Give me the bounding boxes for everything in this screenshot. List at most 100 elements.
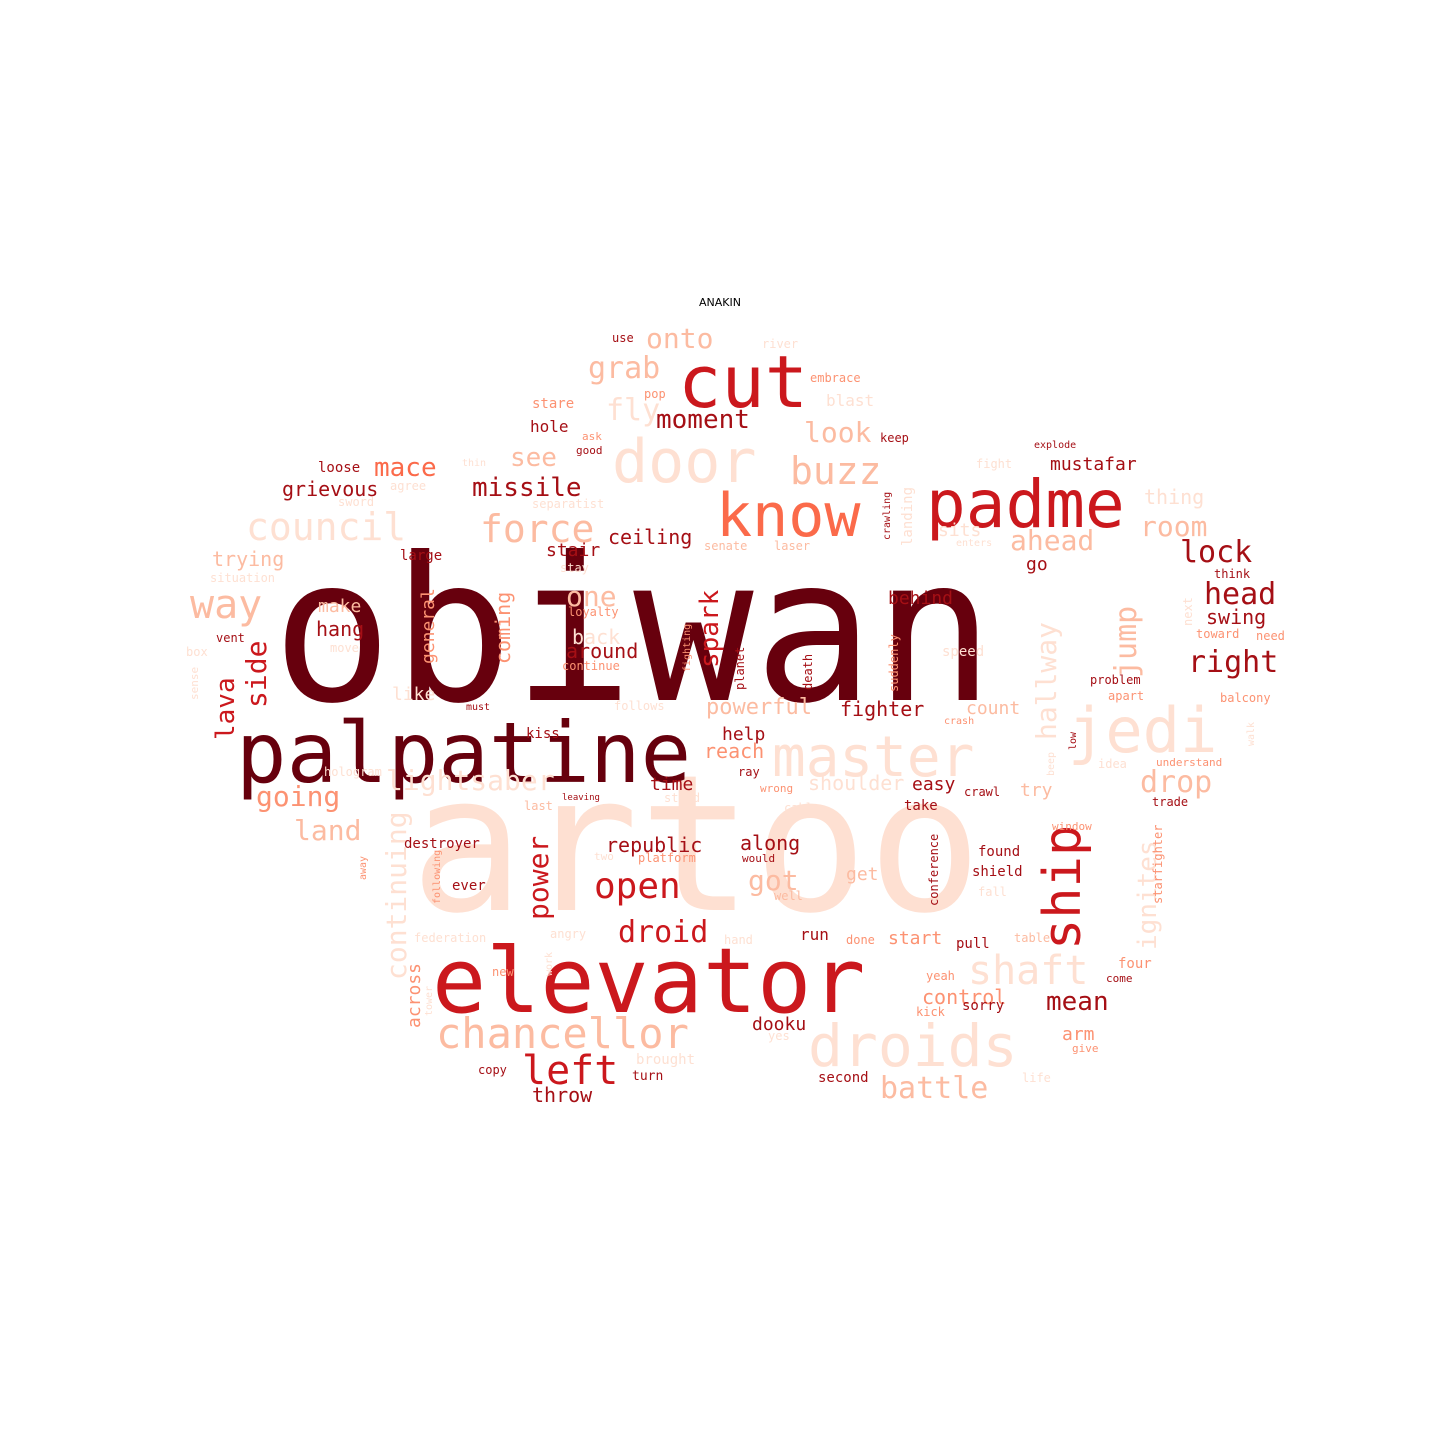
word-brought: brought (636, 1052, 695, 1068)
word-thin: thin (462, 458, 486, 469)
word-stair: stair (546, 540, 600, 561)
word-tower: tower (424, 986, 435, 1016)
word-arm: arm (1062, 1024, 1095, 1045)
word-sword: sword (338, 495, 374, 509)
word-ceiling: ceiling (608, 525, 692, 549)
word-give: give (1072, 1042, 1099, 1055)
word-agree: agree (390, 479, 426, 493)
word-see: see (510, 443, 557, 473)
word-destroyer: destroyer (404, 836, 480, 852)
word-ship: ship (1033, 825, 1093, 950)
word-last: last (524, 799, 553, 813)
word-powerful: powerful (706, 695, 812, 720)
word-follows: follows (614, 699, 665, 713)
word-around: around (566, 639, 638, 663)
word-ask: ask (582, 430, 602, 443)
word-continuing: continuing (380, 811, 413, 980)
word-found: found (978, 844, 1020, 860)
word-understand: understand (1156, 756, 1222, 769)
word-one: one (566, 580, 617, 613)
word-move: move (330, 641, 359, 655)
page-title: ANAKIN (699, 296, 741, 309)
word-drop: drop (1140, 765, 1212, 800)
word-council: council (246, 505, 406, 549)
word-time: time (650, 774, 693, 795)
word-thing: thing (1144, 485, 1204, 509)
word-mustafar: mustafar (1050, 454, 1137, 475)
word-obiwan: obiwan (272, 515, 994, 748)
word-conference: conference (927, 834, 941, 906)
word-enters: enters (956, 538, 992, 549)
word-toward: toward (1196, 627, 1239, 641)
word-away: away (358, 856, 369, 880)
word-pull: pull (956, 936, 990, 952)
word-crawl: crawl (964, 785, 1000, 799)
word-new: new (492, 965, 514, 979)
word-throw: throw (532, 1083, 593, 1107)
word-explode: explode (1034, 440, 1076, 451)
word-speed: speed (942, 644, 984, 660)
word-apart: apart (1108, 689, 1144, 703)
word-blast: blast (826, 391, 874, 410)
word-turn: turn (632, 1069, 663, 1084)
word-done: done (846, 933, 875, 947)
word-situation: situation (210, 571, 275, 585)
word-table: table (1014, 931, 1050, 945)
word-pop: pop (644, 387, 666, 401)
word-missile: missile (472, 473, 582, 503)
word-padme: padme (926, 466, 1125, 543)
word-well: well (774, 889, 803, 903)
word-general: general (418, 588, 439, 664)
word-need: need (1256, 629, 1285, 643)
word-two: two (594, 850, 614, 863)
word-left: left (522, 1048, 618, 1094)
word-death: death (801, 654, 815, 690)
word-separatist: separatist (532, 497, 604, 511)
word-know: know (716, 481, 861, 551)
word-crawling: crawling (882, 492, 893, 540)
word-coming: coming (491, 592, 515, 664)
word-starfighter: starfighter (1151, 825, 1165, 904)
word-look: look (804, 416, 872, 449)
word-loyalty: loyalty (568, 605, 619, 619)
word-lock: lock (1180, 535, 1252, 570)
word-loose: loose (318, 460, 360, 476)
word-elevator: elevator (432, 929, 865, 1034)
word-hang: hang (316, 617, 364, 641)
word-open: open (594, 866, 681, 907)
word-fighting: fighting (682, 624, 693, 672)
word-large: large (400, 548, 442, 564)
word-try: try (1020, 780, 1053, 801)
word-idea: idea (1098, 757, 1127, 771)
word-fall: fall (978, 885, 1007, 899)
word-trying: trying (212, 547, 284, 571)
word-continue: continue (562, 659, 620, 673)
word-box: box (186, 645, 208, 659)
word-shaft: shaft (968, 948, 1088, 994)
word-stare: stare (532, 396, 574, 412)
word-moment: moment (656, 405, 750, 435)
word-republic: republic (606, 833, 702, 857)
word-senate: senate (704, 539, 747, 553)
word-copy: copy (478, 1063, 507, 1077)
word-land: land (294, 814, 361, 847)
word-would: would (742, 852, 775, 865)
word-next: next (1181, 597, 1195, 626)
word-life: life (1022, 1071, 1051, 1085)
word-power: power (522, 836, 555, 920)
word-control: control (922, 985, 1006, 1009)
word-spark: spark (695, 589, 725, 668)
word-beep: beep (1046, 752, 1057, 776)
word-jump: jump (1109, 606, 1144, 678)
word-fly: fly (606, 393, 660, 428)
word-across: across (404, 963, 425, 1028)
word-ever: ever (452, 878, 486, 894)
word-shoulder: shoulder (808, 771, 904, 795)
word-lava: lava (211, 677, 241, 740)
word-hologram: hologram (324, 765, 382, 779)
word-hallway: hallway (1030, 622, 1063, 740)
word-sense: sense (188, 667, 201, 700)
word-yeah: yeah (926, 969, 955, 983)
word-swing: swing (1206, 605, 1266, 629)
word-stay: stay (560, 561, 589, 575)
